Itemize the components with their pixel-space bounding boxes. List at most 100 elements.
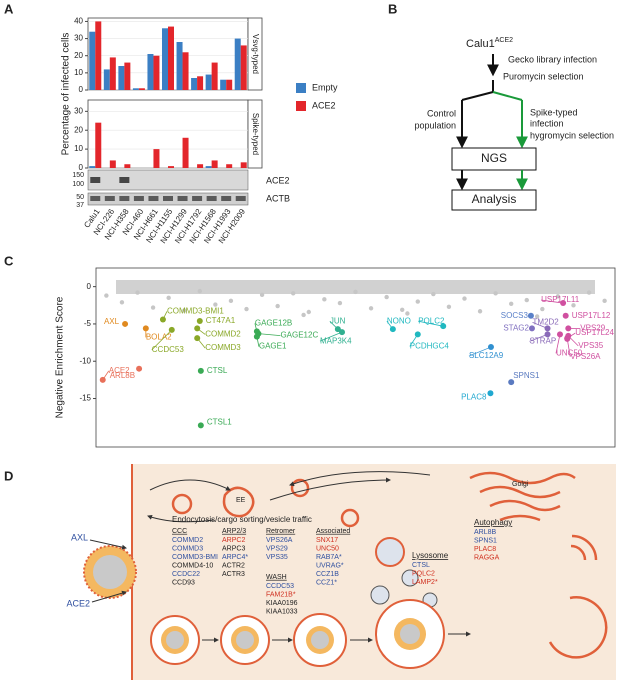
blot-label: ACTB — [266, 193, 290, 203]
background-point — [244, 306, 249, 312]
strip — [247, 17, 263, 91]
background-point — [540, 306, 545, 312]
gene-point — [528, 325, 535, 332]
cell-line-name: Calu1 — [466, 38, 495, 50]
analysis: Analysis — [472, 192, 517, 206]
gene-item: UVRAG* — [316, 562, 344, 569]
y-tick-label: 0 — [79, 85, 84, 94]
gene-label: COMMD3 — [205, 343, 241, 352]
gene-label: COMMD3-BMI1 — [167, 307, 224, 316]
background-point — [477, 309, 483, 314]
background-point — [400, 307, 405, 312]
background-point — [524, 297, 529, 303]
bar — [240, 162, 247, 168]
gene-label: USP17L12 — [572, 311, 611, 320]
bar — [153, 149, 160, 168]
background-point — [301, 312, 306, 318]
background-point — [197, 288, 202, 294]
y-tick-label: 30 — [74, 34, 83, 43]
gene-point — [560, 300, 567, 307]
background-point — [104, 293, 109, 298]
y-tick-label: 10 — [74, 144, 83, 153]
blot-band — [119, 177, 130, 183]
step: Gecko library infection — [508, 54, 597, 64]
flowchart — [451, 54, 537, 211]
gene-label: SPNS1 — [513, 371, 540, 380]
background-point — [431, 291, 436, 297]
gene-point — [334, 326, 341, 333]
gene-label: NONO — [387, 316, 411, 325]
blot-marker: 150 — [72, 172, 84, 179]
gene-item: LAMP2* — [412, 579, 438, 586]
gene-point — [487, 390, 494, 397]
blot-band — [104, 196, 115, 201]
gene-item: ARPC2 — [222, 537, 245, 544]
bar — [205, 74, 212, 90]
gene-point — [142, 325, 149, 332]
blot-band — [119, 196, 130, 201]
bar — [220, 79, 227, 90]
blot-band — [90, 196, 101, 201]
group-header: Lysosome — [412, 551, 449, 560]
gene-point — [339, 329, 346, 336]
bar — [191, 78, 198, 90]
gene-point — [414, 331, 421, 338]
gene-label: STRAP — [530, 336, 557, 345]
cell-illustration — [83, 464, 616, 680]
gene-point — [565, 332, 572, 339]
ee-label: EE — [236, 497, 246, 504]
bar — [240, 45, 247, 90]
panel-label: B — [388, 1, 397, 16]
gene-label: PLAC8 — [461, 392, 487, 401]
cell-line: Calu1ACE2 — [466, 37, 513, 50]
gene-point — [508, 379, 515, 386]
legend-label: Empty — [312, 82, 338, 92]
gene-point — [562, 312, 569, 319]
background-point — [534, 314, 540, 319]
strip-label: Vsvg-typed — [251, 34, 260, 74]
y-axis-label: Negative Enrichment Score — [55, 296, 66, 418]
bar — [132, 88, 139, 90]
bar — [138, 88, 145, 90]
blot-band — [235, 196, 246, 201]
gene-label: USP17L11 — [541, 295, 580, 304]
bar — [124, 164, 131, 168]
y-tick-label: 30 — [74, 106, 83, 115]
blot-band — [133, 196, 144, 201]
connector — [319, 331, 343, 342]
panel-label: C — [4, 253, 14, 268]
background-point — [291, 291, 296, 296]
receptor-label: ACE2 — [66, 598, 90, 608]
bar — [197, 164, 204, 168]
gene-item: ARPC3 — [222, 545, 245, 552]
gene-item: CCDC22 — [172, 571, 200, 578]
bar — [124, 62, 131, 90]
bar — [197, 76, 204, 90]
gene-point — [556, 331, 563, 338]
blot-band — [192, 196, 203, 201]
bar — [182, 52, 189, 90]
gene-label: VPS26A — [570, 352, 601, 361]
legend-swatch — [296, 101, 306, 111]
background-point — [368, 306, 374, 311]
connector — [258, 333, 281, 337]
gene-point — [99, 376, 106, 383]
connector — [151, 329, 173, 351]
gene-item: CCZ1* — [316, 579, 337, 586]
gene-label: VPS29 — [580, 324, 605, 333]
gene-label: ARL8B — [110, 371, 135, 380]
gene-item: CCDC53 — [266, 583, 294, 590]
diagram-title: Endocytosis/cargo sorting/vesicle traffi… — [172, 515, 312, 524]
gene-label: TM2D2 — [533, 318, 560, 327]
legend-swatch — [296, 83, 306, 93]
background-point — [586, 290, 592, 295]
connector — [418, 320, 444, 327]
connector — [529, 334, 548, 342]
y-tick-label: 0 — [79, 163, 84, 172]
gene-item: PLAC8 — [474, 546, 496, 553]
gene-item: CCD93 — [172, 579, 195, 586]
connector — [566, 338, 571, 357]
gene-point — [196, 317, 203, 324]
blot-label: ACE2 — [266, 175, 290, 185]
blot-band — [177, 196, 188, 201]
